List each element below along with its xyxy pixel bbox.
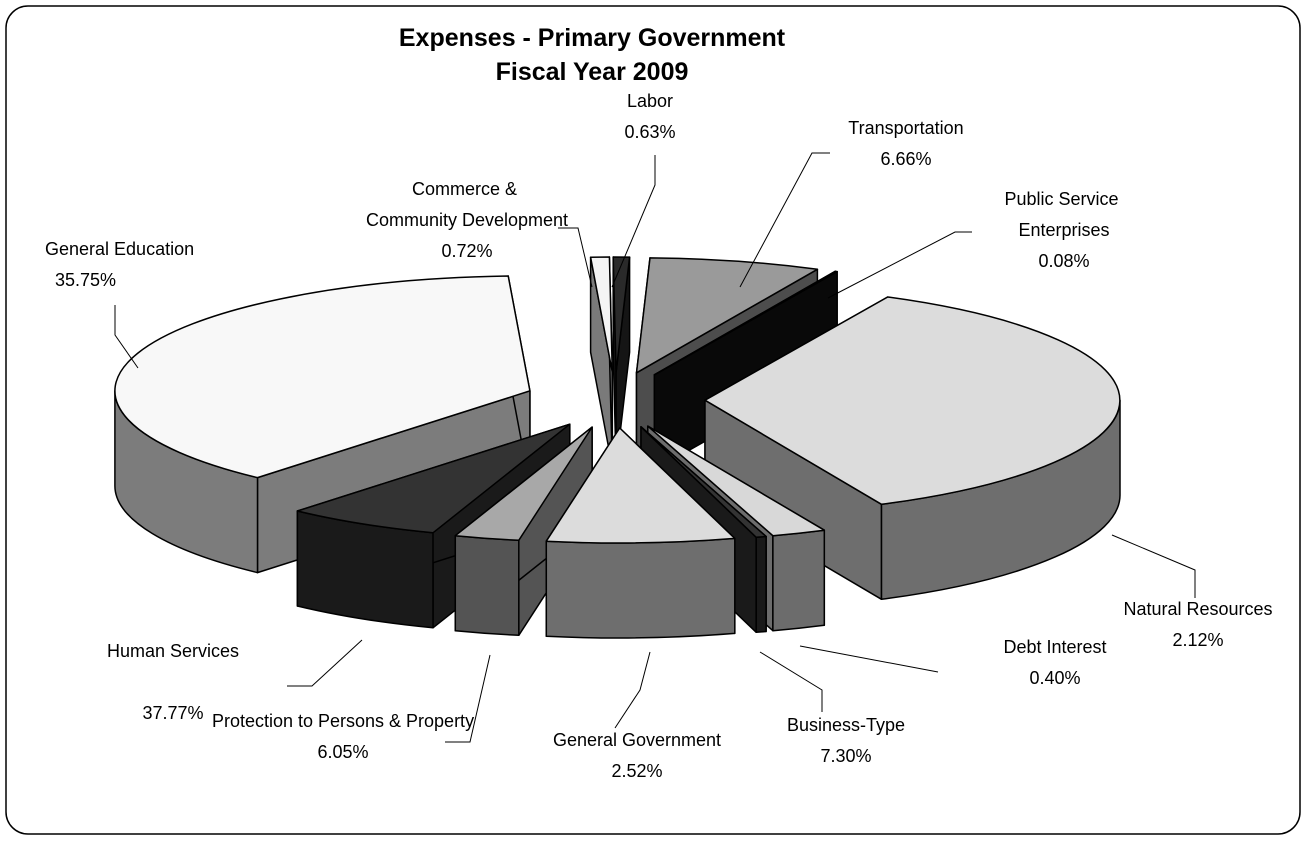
pie: [114, 256, 1121, 639]
category-label: Transportation: [848, 118, 963, 138]
value-label: 2.12%: [1172, 630, 1223, 650]
slice: [545, 427, 736, 639]
category-label: Labor: [627, 91, 673, 111]
value-label: 6.05%: [317, 742, 368, 762]
slice-top: [114, 275, 531, 479]
category-label: Debt Interest: [1003, 637, 1106, 657]
slice-top: [704, 296, 1121, 506]
slice-top: [640, 426, 767, 539]
value-label: 0.63%: [624, 122, 675, 142]
label-line: Enterprises: [1018, 220, 1109, 240]
slice-top: [612, 256, 631, 373]
leader-line: [614, 651, 651, 729]
slice: [704, 296, 1121, 601]
slice-side: [772, 529, 826, 632]
labels: Commerce & Community Development 0.72% Lab…: [45, 91, 1273, 781]
category-label: Business-Type: [787, 715, 905, 735]
slice: [653, 270, 838, 471]
label-line: Public Service: [1004, 189, 1123, 209]
slice-top: [454, 426, 593, 542]
leader-line: [611, 155, 656, 288]
slice: [589, 256, 614, 468]
category-label: General Education: [45, 239, 194, 259]
leader-line: [799, 645, 939, 673]
category-label: Natural Resources: [1123, 599, 1272, 619]
leader-line: [287, 639, 363, 687]
slice-top: [545, 427, 736, 544]
value-label: 0.72%: [441, 241, 492, 261]
value-label: 2.52%: [611, 761, 662, 781]
value-label: 6.66%: [880, 149, 931, 169]
value-label: 0.40%: [1029, 668, 1080, 688]
slice-top: [647, 425, 826, 537]
label-line: Community Development: [366, 210, 568, 230]
slice-side: [454, 534, 520, 637]
chart-title: Expenses - Primary Government: [399, 24, 786, 52]
category-label: Public Service Enterprises: [1004, 189, 1123, 240]
slice-side: [545, 537, 736, 639]
slice-top: [296, 423, 571, 534]
category-label: General Government: [553, 730, 721, 750]
chart-subtitle: Fiscal Year 2009: [496, 58, 689, 86]
label-line: Human Services: [107, 641, 239, 661]
value-label: 37.77%: [142, 703, 203, 723]
label-line: Commerce &: [412, 179, 522, 199]
category-label: Commerce & Community Development: [366, 179, 568, 230]
value-label: 35.75%: [55, 270, 116, 290]
value-label: 7.30%: [820, 746, 871, 766]
category-label: Protection to Persons & Property: [212, 711, 474, 731]
slice-side: [755, 535, 767, 634]
value-label: 0.08%: [1038, 251, 1089, 271]
slice-top: [635, 257, 819, 374]
slice: [612, 256, 631, 468]
leader-line: [739, 152, 830, 288]
leader-line: [114, 305, 139, 369]
slice-top: [589, 256, 614, 373]
slice-top: [653, 270, 838, 376]
category-label: Human Services: [107, 641, 239, 661]
leader-line: [827, 231, 972, 299]
leader-line: [759, 651, 823, 712]
leader-line: [558, 227, 593, 288]
leader-line: [1111, 534, 1196, 598]
leader-line: [445, 654, 491, 743]
